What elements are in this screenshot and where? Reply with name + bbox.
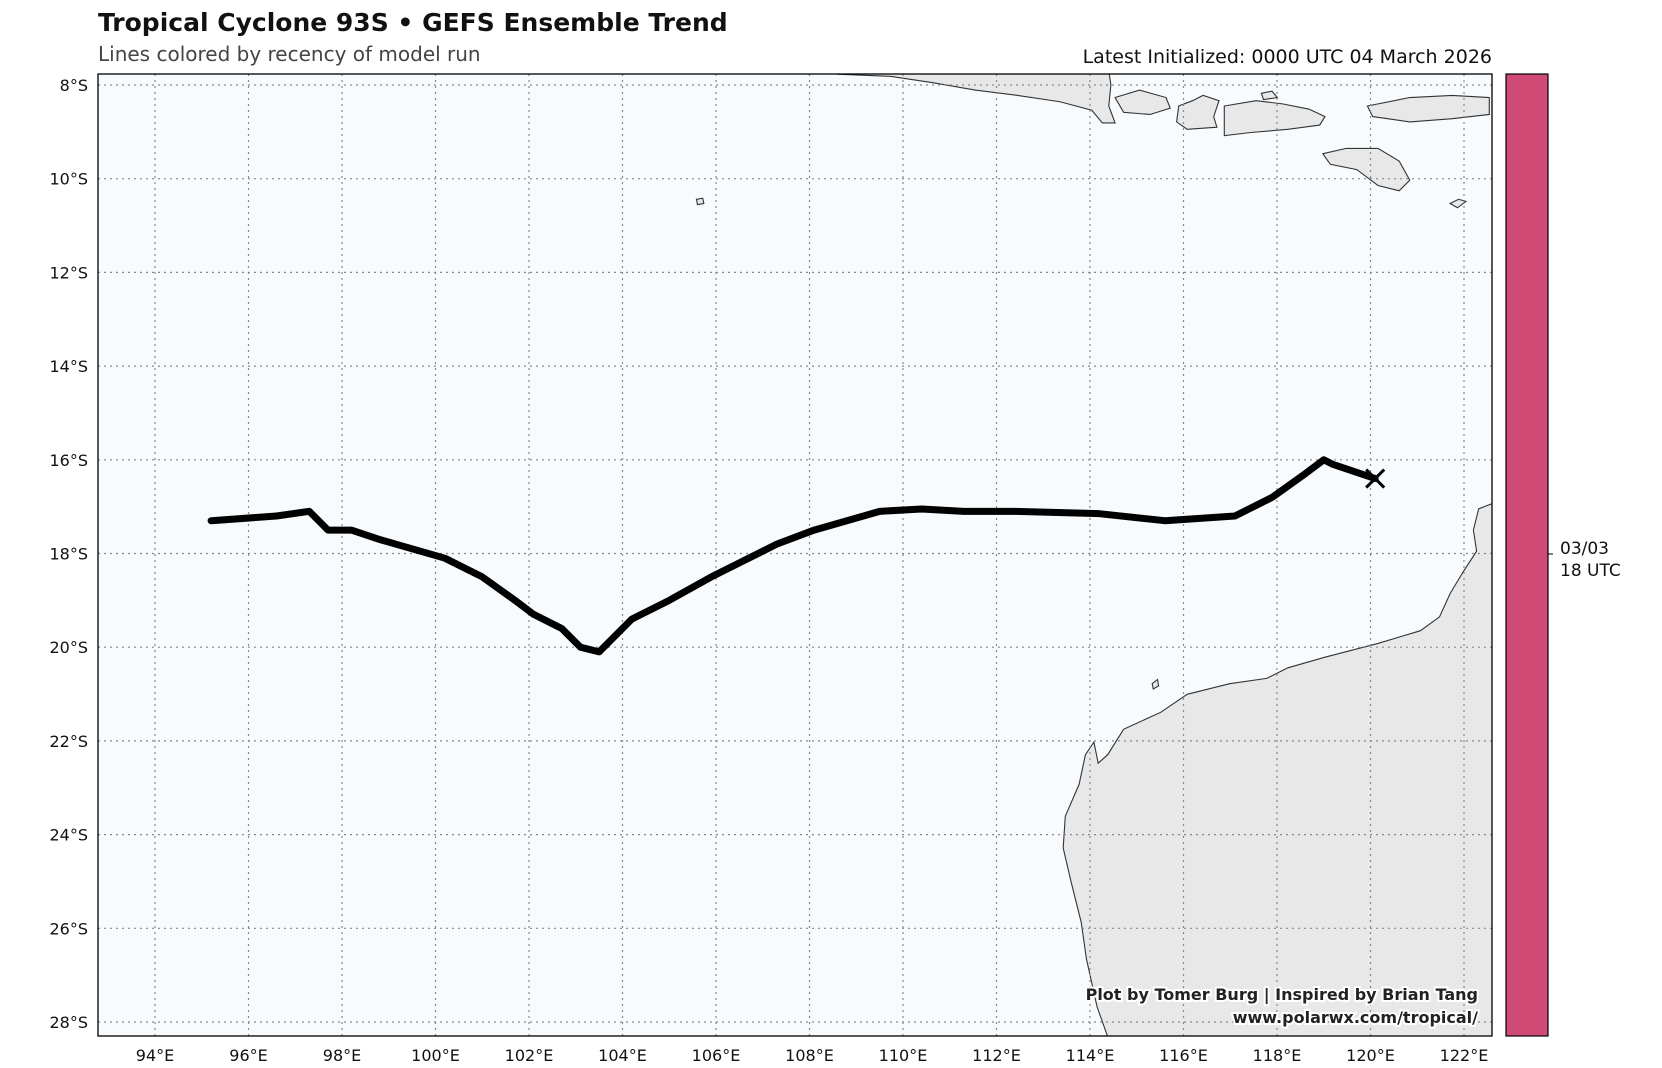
x-tick-label: 106°E xyxy=(692,1046,741,1065)
credit-line-1: Plot by Tomer Burg | Inspired by Brian T… xyxy=(1086,985,1478,1005)
y-tick-label: 16°S xyxy=(49,451,88,470)
x-tick-label: 100°E xyxy=(411,1046,460,1065)
x-tick-label: 104°E xyxy=(598,1046,647,1065)
colorbar xyxy=(1505,73,1549,1037)
y-tick-label: 12°S xyxy=(49,263,88,282)
x-tick-label: 120°E xyxy=(1346,1046,1395,1065)
latest-position-x-marker xyxy=(1365,468,1386,489)
x-tick-label: 110°E xyxy=(879,1046,928,1065)
x-tick-label: 114°E xyxy=(1066,1046,1115,1065)
colorbar-label-date: 03/03 xyxy=(1560,539,1609,559)
credit-url: www.polarwx.com/tropical/ xyxy=(1233,1008,1478,1027)
chart-title: Tropical Cyclone 93S • GEFS Ensemble Tre… xyxy=(98,8,728,37)
x-tick-label: 116°E xyxy=(1159,1046,1208,1065)
land-flores xyxy=(1223,100,1326,137)
y-tick-label: 20°S xyxy=(49,638,88,657)
land-timor-west xyxy=(1366,94,1490,123)
initialized-label: Latest Initialized: 0000 UTC 04 March 20… xyxy=(1083,46,1492,68)
x-tick-label: 94°E xyxy=(136,1046,174,1065)
land-sumbawa xyxy=(1176,94,1220,130)
land-australia xyxy=(1062,503,1492,1036)
land-small-island-1 xyxy=(1260,90,1279,101)
land-masses xyxy=(695,74,1492,1036)
y-tick-label: 28°S xyxy=(49,1013,88,1032)
track-line xyxy=(207,456,1379,656)
x-tick-label: 112°E xyxy=(972,1046,1021,1065)
y-tick-label: 22°S xyxy=(49,732,88,751)
y-tick-label: 8°S xyxy=(60,76,88,95)
land-sumba xyxy=(1321,147,1411,192)
x-tick-label: 102°E xyxy=(505,1046,554,1065)
land-small-island-4 xyxy=(1151,678,1160,690)
land-java-bali xyxy=(835,74,1116,124)
y-tick-label: 26°S xyxy=(49,919,88,938)
land-small-island-2 xyxy=(1448,198,1468,209)
x-tick-label: 118°E xyxy=(1253,1046,1302,1065)
x-tick-label: 98°E xyxy=(323,1046,361,1065)
track-lines xyxy=(207,456,1386,656)
map-frame xyxy=(97,73,1493,1037)
y-axis-ticks: 8°S 10°S 12°S 14°S 16°S 18°S 20°S 22°S 24°S 26°S 2… xyxy=(49,76,88,1032)
land-small-island-3 xyxy=(695,197,705,206)
y-tick-label: 10°S xyxy=(49,170,88,189)
x-tick-label: 122°E xyxy=(1440,1046,1489,1065)
y-tick-label: 18°S xyxy=(49,545,88,564)
x-tick-label: 96°E xyxy=(229,1046,267,1065)
y-tick-label: 24°S xyxy=(49,826,88,845)
x-tick-label: 108°E xyxy=(785,1046,834,1065)
y-tick-label: 14°S xyxy=(49,357,88,376)
x-axis-ticks: 94°E 96°E 98°E 100°E 102°E 104°E 106°E 108°E 110… xyxy=(136,1046,1489,1065)
chart-subtitle: Lines colored by recency of model run xyxy=(98,42,481,66)
land-lombok xyxy=(1114,89,1171,116)
colorbar-label-time: 18 UTC xyxy=(1560,561,1621,581)
